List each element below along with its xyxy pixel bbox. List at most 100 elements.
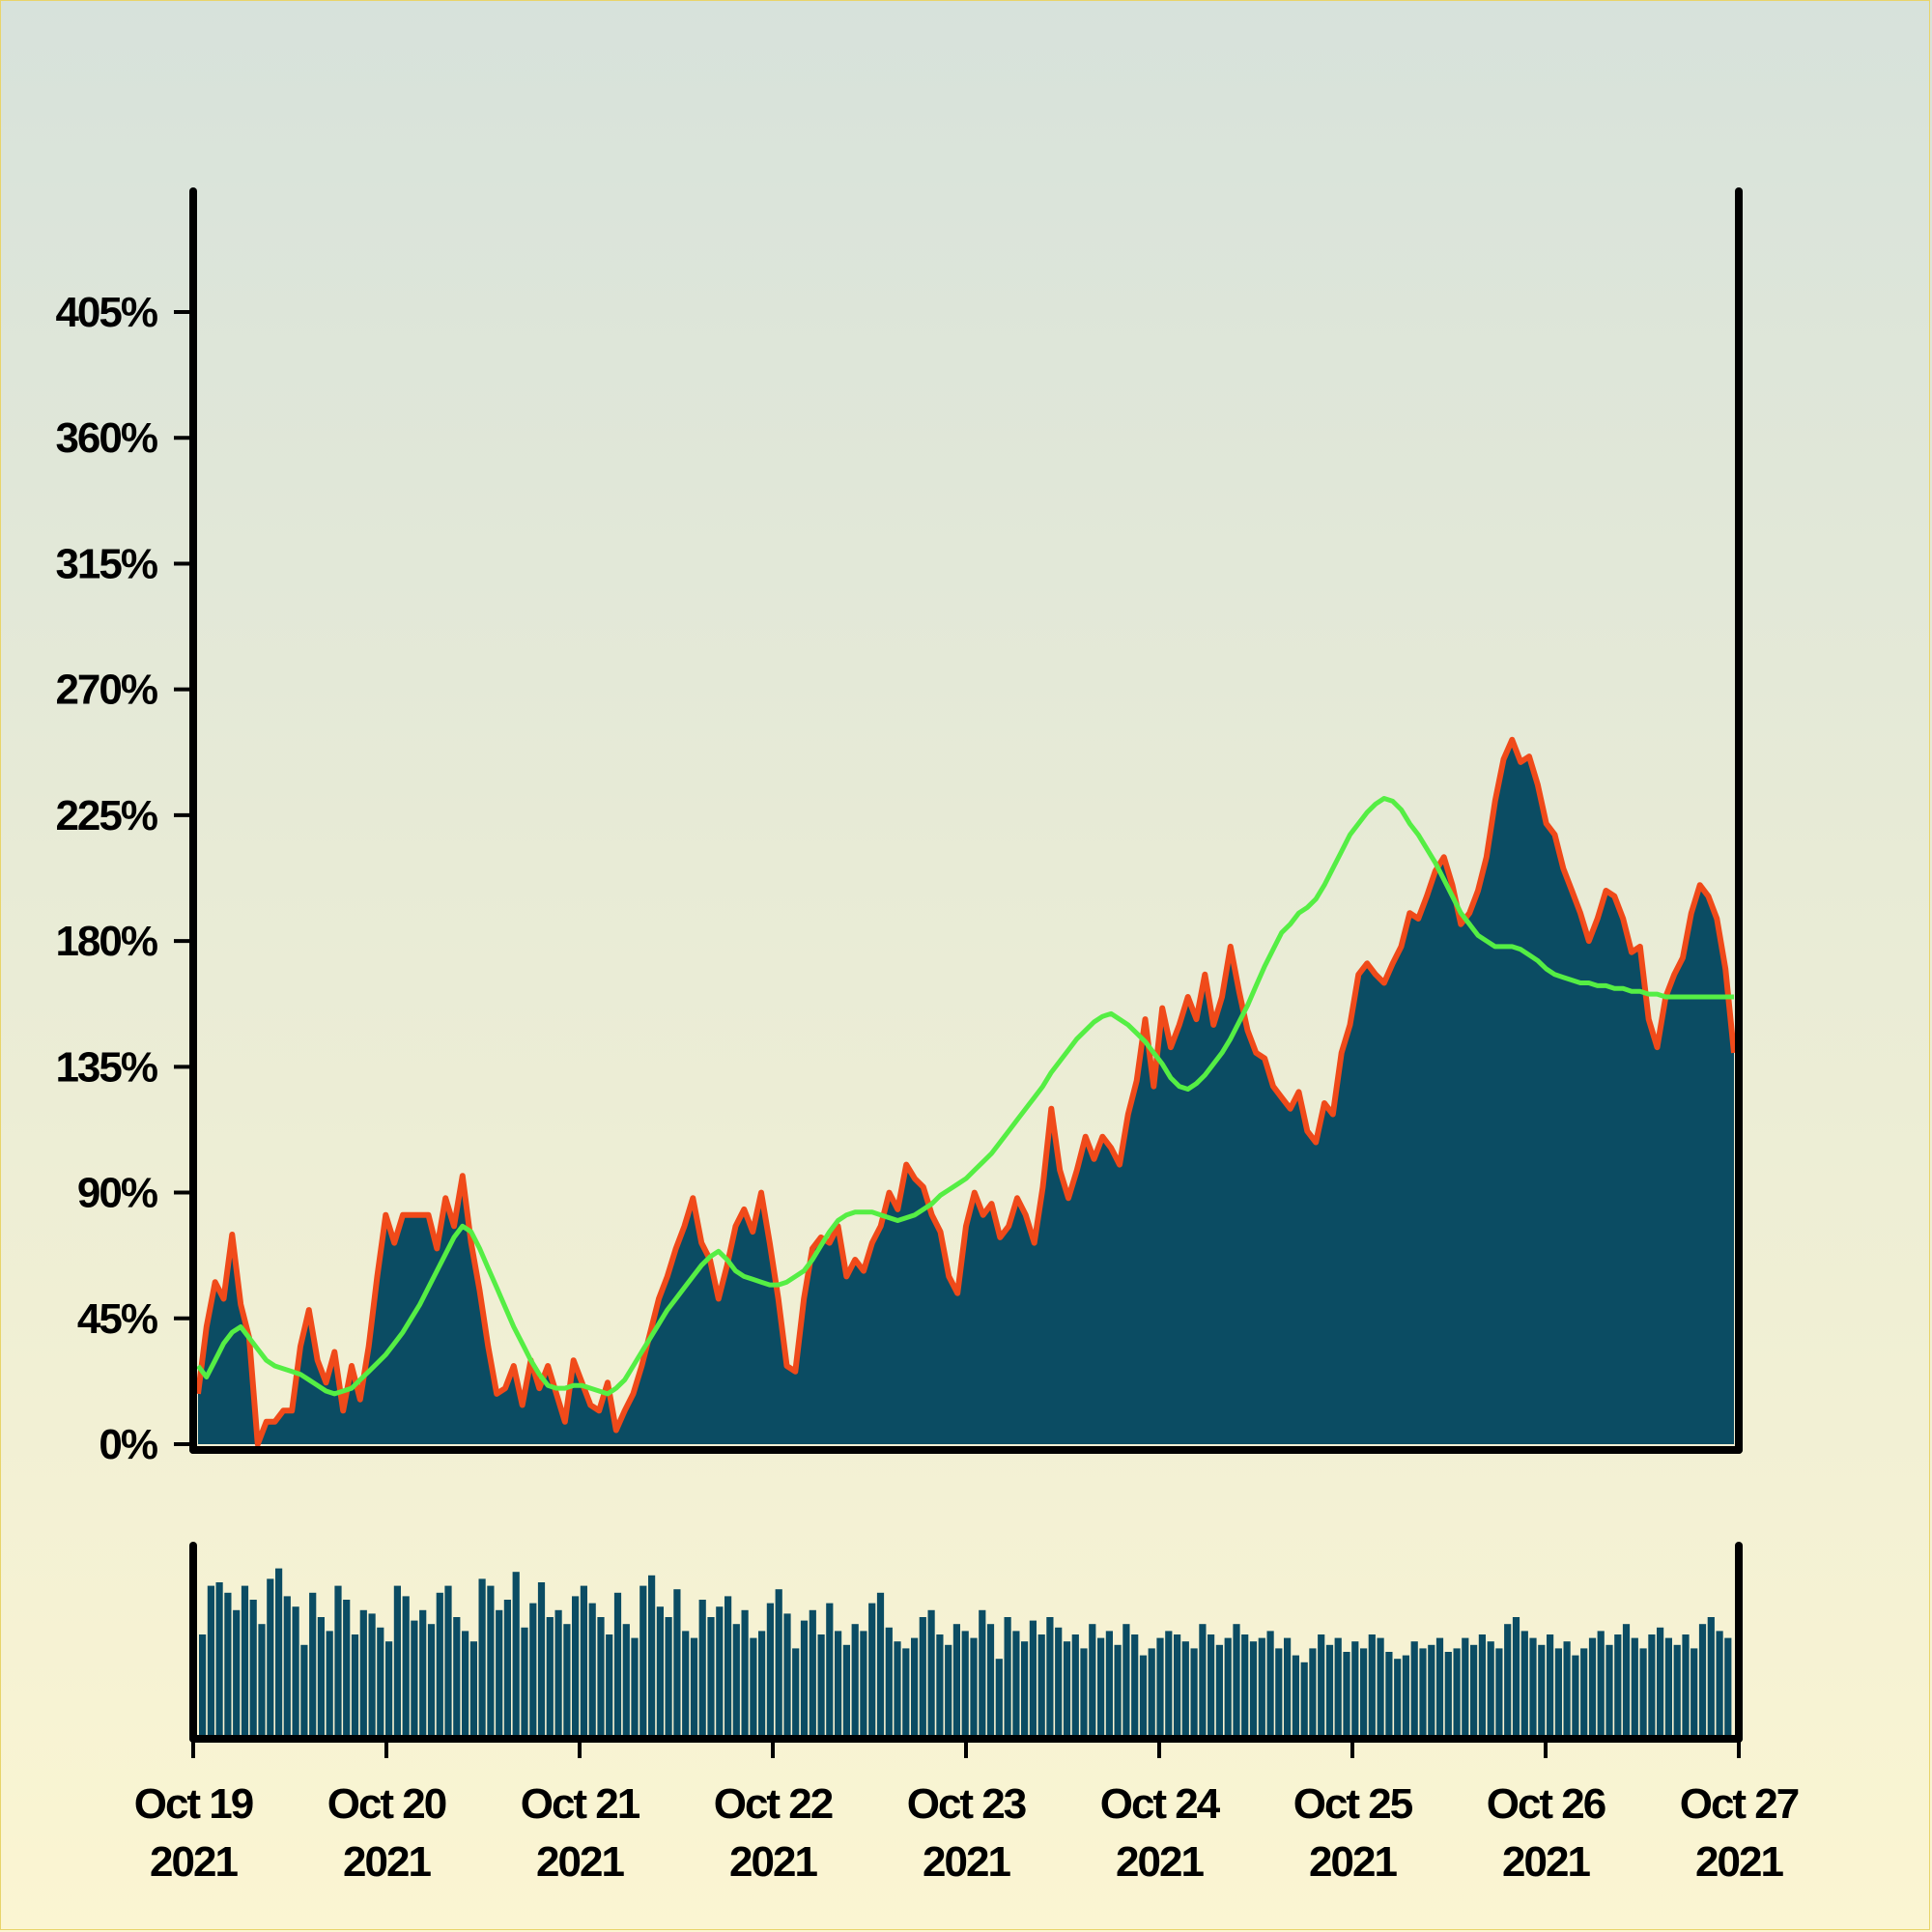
- volume-bar: [1377, 1637, 1384, 1739]
- volume-bar: [911, 1637, 919, 1739]
- volume-bar: [1648, 1634, 1656, 1739]
- volume-bar: [1122, 1624, 1130, 1739]
- volume-bar: [326, 1631, 333, 1739]
- volume-bar: [469, 1641, 477, 1739]
- volume-bar: [682, 1631, 690, 1739]
- volume-bar: [1021, 1641, 1029, 1739]
- volume-bar: [826, 1603, 834, 1739]
- volume-bar: [741, 1609, 749, 1739]
- volume-bar: [1037, 1634, 1045, 1739]
- volume-bar: [1012, 1631, 1020, 1739]
- volume-bar: [1435, 1637, 1444, 1739]
- x-tick-label-date: Oct 23: [907, 1780, 1026, 1828]
- volume-bar: [970, 1637, 978, 1739]
- y-tick-label: 0%: [99, 1421, 156, 1468]
- volume-bar: [698, 1600, 706, 1739]
- volume-bar: [1724, 1637, 1732, 1739]
- volume-bar: [317, 1617, 325, 1739]
- volume-bar: [724, 1596, 732, 1739]
- moving-average-line: [196, 796, 1734, 1397]
- volume-bar: [952, 1624, 960, 1739]
- volume-bar: [537, 1582, 546, 1739]
- volume-bar: [334, 1585, 342, 1739]
- volume-bar: [648, 1575, 656, 1739]
- volume-bar: [1139, 1655, 1148, 1739]
- volume-bar: [1402, 1655, 1409, 1739]
- volume-bar: [343, 1600, 351, 1739]
- volume-bar: [359, 1609, 367, 1739]
- volume-bar: [275, 1568, 283, 1739]
- volume-bar: [673, 1589, 681, 1739]
- volume-bar: [792, 1648, 800, 1739]
- volume-bar: [453, 1617, 461, 1739]
- volume-bar: [1165, 1631, 1173, 1739]
- x-tick-label-year: 2021: [1116, 1838, 1204, 1886]
- volume-bar: [393, 1585, 401, 1739]
- volume-bar: [986, 1624, 995, 1739]
- volume-bar: [419, 1609, 427, 1739]
- volume-bar: [1368, 1634, 1376, 1739]
- x-tick-label-date: Oct 26: [1487, 1780, 1605, 1828]
- volume-bar: [496, 1609, 503, 1739]
- volume-bar: [377, 1627, 384, 1739]
- volume-bar: [766, 1603, 774, 1739]
- x-tick-label-date: Oct 21: [521, 1780, 640, 1828]
- volume-bar: [1554, 1648, 1562, 1739]
- volume-bar: [1105, 1631, 1113, 1739]
- volume-bar: [979, 1609, 986, 1739]
- volume-bar: [775, 1589, 782, 1739]
- volume-bar: [1563, 1641, 1571, 1739]
- volume-bar: [851, 1624, 859, 1739]
- y-tick-label: 405%: [55, 289, 156, 336]
- volume-bar: [1004, 1617, 1011, 1739]
- volume-bar: [1325, 1644, 1334, 1739]
- volume-bar: [1199, 1624, 1207, 1739]
- volume-bar: [606, 1634, 613, 1739]
- volume-bar: [1241, 1634, 1249, 1739]
- volume-bar: [1520, 1631, 1528, 1739]
- volume-bar: [1266, 1631, 1274, 1739]
- volume-bar: [690, 1637, 698, 1739]
- price-area: [198, 739, 1734, 1444]
- volume-bar: [945, 1644, 952, 1739]
- volume-bar: [249, 1600, 257, 1739]
- volume-bar: [1029, 1620, 1037, 1739]
- volume-bar: [487, 1585, 495, 1739]
- volume-bar: [224, 1592, 232, 1739]
- y-tick-label: 90%: [77, 1170, 157, 1217]
- volume-bar: [529, 1603, 537, 1739]
- volume-bar: [809, 1609, 816, 1739]
- volume-bar: [512, 1572, 520, 1739]
- volume-bar: [1181, 1641, 1189, 1739]
- y-tick-label: 135%: [55, 1043, 156, 1091]
- volume-bar: [1258, 1637, 1265, 1739]
- price-panel: [189, 187, 1743, 1454]
- volume-bar: [1334, 1637, 1342, 1739]
- volume-bar: [1631, 1637, 1638, 1739]
- volume-bar: [1089, 1624, 1096, 1739]
- x-tick-label-date: Oct 25: [1293, 1780, 1413, 1828]
- volume-bar: [1453, 1648, 1461, 1739]
- volume-bar: [1462, 1637, 1469, 1739]
- volume-bar: [588, 1603, 596, 1739]
- volume-bar: [936, 1634, 944, 1739]
- volume-bar: [1208, 1634, 1215, 1739]
- volume-bar: [1385, 1652, 1393, 1739]
- volume-bar: [1614, 1634, 1622, 1739]
- x-tick-label-year: 2021: [1309, 1838, 1397, 1886]
- y-tick-label: 180%: [55, 918, 156, 965]
- volume-bar: [750, 1637, 757, 1739]
- volume-bar: [1275, 1648, 1283, 1739]
- volume-bar: [1292, 1655, 1299, 1739]
- volume-bar: [385, 1641, 393, 1739]
- volume-bar: [1224, 1637, 1232, 1739]
- volume-bar: [1131, 1634, 1139, 1739]
- x-tick-label-date: Oct 22: [714, 1780, 833, 1828]
- volume-bar: [860, 1631, 867, 1739]
- volume-bar: [258, 1624, 266, 1739]
- y-tick-label: 225%: [55, 792, 156, 839]
- volume-bar: [1309, 1648, 1317, 1739]
- volume-bar: [1055, 1627, 1063, 1739]
- volume-bar: [961, 1631, 969, 1739]
